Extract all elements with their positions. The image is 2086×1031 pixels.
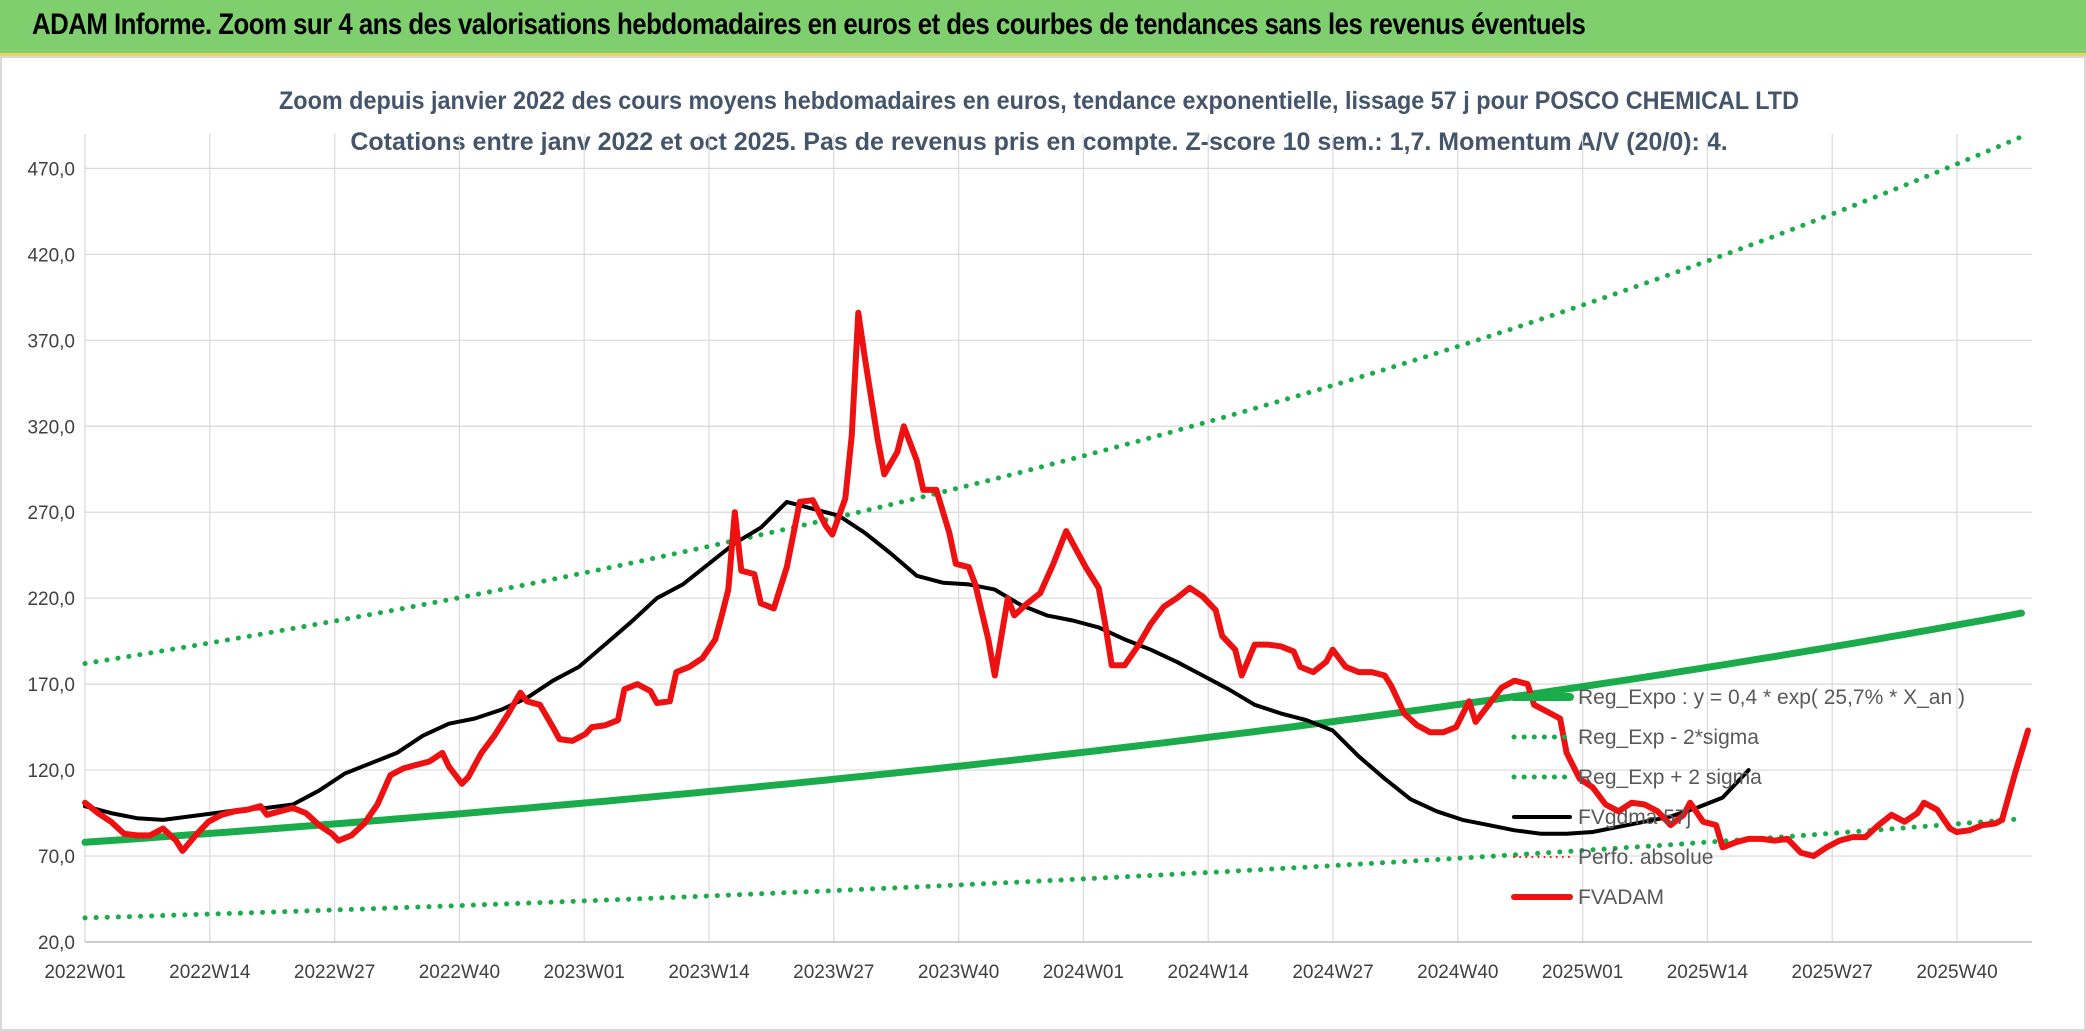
x-tick-label: 2022W14 (169, 962, 251, 983)
legend-label: FVgdma 57j (1578, 806, 1691, 829)
y-axis: 20,0 70,0 120,0 170,0 220,0 270,0 320,0 370,0 42… (27, 159, 75, 954)
legend: Reg_Expo : y = 0,4 * exp( 25,7% * X_an )… (1510, 686, 1965, 909)
x-tick-label: 2024W14 (1168, 962, 1250, 983)
grid (84, 134, 2032, 943)
legend-item-reg-exp-plus: Reg_Exp + 2 sigma (1511, 766, 1762, 789)
y-tick-label: 370,0 (27, 331, 75, 352)
x-tick-label: 2023W40 (918, 962, 999, 983)
legend-item-fvgdma: FVgdma 57j (1512, 806, 1691, 829)
x-tick-label: 2024W27 (1292, 962, 1373, 983)
legend-label: Reg_Exp + 2 sigma (1578, 766, 1762, 789)
y-tick-label: 170,0 (27, 675, 75, 696)
x-tick-label: 2024W40 (1417, 962, 1498, 983)
legend-label: Perfo. absolue (1578, 846, 1713, 869)
series-reg-expo (81, 609, 2025, 846)
y-tick-label: 220,0 (27, 589, 75, 610)
x-tick-label: 2022W01 (44, 962, 125, 983)
chart-subtitle: Cotations entre janv 2022 et oct 2025. P… (350, 128, 1727, 156)
series-reg-exp-plus-2sigma (82, 134, 2024, 666)
series-reg-exp-minus-2sigma (82, 816, 2024, 921)
x-tick-label: 2023W27 (793, 962, 874, 983)
report-title: ADAM Informe. Zoom sur 4 ans des valoris… (32, 8, 1586, 41)
x-tick-label: 2022W40 (419, 962, 500, 983)
y-tick-label: 470,0 (27, 159, 75, 180)
series-layer (81, 134, 2031, 921)
chart-frame: Zoom depuis janvier 2022 des cours moyen… (0, 56, 2086, 1031)
x-tick-label: 2025W14 (1667, 962, 1749, 983)
legend-item-perfo-absolue: Perfo. absolue (1513, 846, 1713, 869)
y-tick-label: 270,0 (27, 503, 75, 524)
series-fvgdma-57j (83, 499, 1751, 836)
x-tick-label: 2023W14 (668, 962, 750, 983)
legend-item-reg-exp-minus: Reg_Exp - 2*sigma (1511, 726, 1759, 749)
legend-item-reg-expo: Reg_Expo : y = 0,4 * exp( 25,7% * X_an ) (1510, 686, 1965, 709)
legend-label: FVADAM (1578, 886, 1664, 909)
line-chart: Zoom depuis janvier 2022 des cours moyen… (27, 87, 2032, 983)
legend-label: Reg_Exp - 2*sigma (1578, 726, 1759, 749)
legend-label: Reg_Expo : y = 0,4 * exp( 25,7% * X_an ) (1578, 686, 1965, 709)
y-tick-label: 320,0 (27, 417, 75, 438)
legend-item-fvadam: FVADAM (1511, 886, 1664, 909)
x-tick-label: 2025W27 (1792, 962, 1873, 983)
y-tick-label: 420,0 (27, 245, 75, 266)
x-axis: 2022W01 2022W14 2022W27 2022W40 2023W01 2023W… (44, 941, 2032, 983)
y-tick-label: 70,0 (38, 847, 75, 868)
y-tick-label: 120,0 (27, 761, 75, 782)
x-tick-label: 2023W01 (544, 962, 625, 983)
chart-title: Zoom depuis janvier 2022 des cours moyen… (279, 87, 1799, 115)
report-banner: ADAM Informe. Zoom sur 4 ans des valoris… (0, 0, 2086, 56)
series-fvadam (82, 309, 2031, 859)
y-tick-label: 20,0 (38, 933, 75, 954)
x-tick-label: 2025W01 (1542, 962, 1623, 983)
x-tick-label: 2022W27 (294, 962, 375, 983)
x-tick-label: 2024W01 (1043, 962, 1124, 983)
x-tick-label: 2025W40 (1916, 962, 1997, 983)
